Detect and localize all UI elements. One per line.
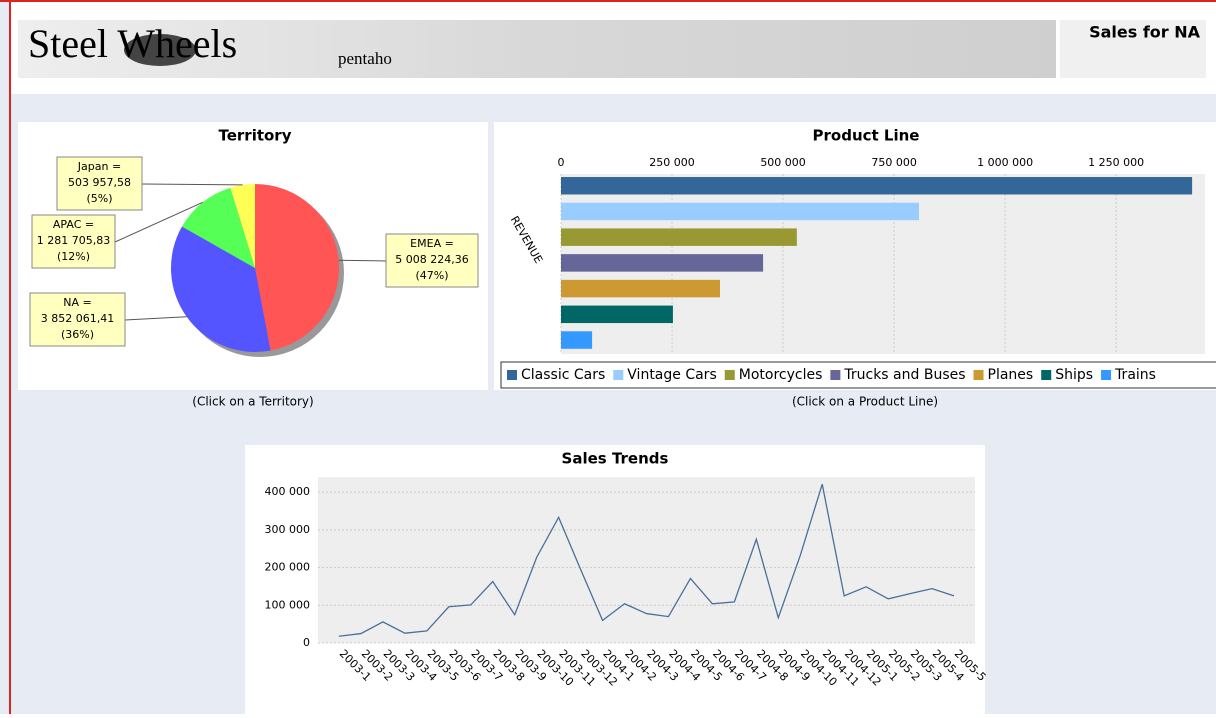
legend-label[interactable]: Trains: [1114, 367, 1156, 383]
bar[interactable]: [561, 331, 592, 348]
callout-percent: (47%): [415, 269, 448, 282]
callout-percent: (5%): [86, 192, 112, 205]
x-tick-label: 1 000 000: [977, 156, 1033, 169]
legend-swatch: [507, 370, 517, 380]
callout-value: 5 008 224,36: [395, 253, 468, 266]
bar[interactable]: [561, 254, 763, 271]
dashboard: Steel Wheels pentaho Sales for NA Territ…: [0, 0, 1216, 714]
note: (Click on a Product Line): [792, 395, 938, 409]
chart-title: Product Line: [813, 127, 920, 145]
y-tick-label: 300 000: [265, 523, 311, 536]
plot-area: [318, 477, 975, 643]
callout-value: 3 852 061,41: [41, 312, 114, 325]
logo: Steel Wheels: [28, 21, 237, 66]
legend-swatch: [725, 370, 735, 380]
legend-swatch: [1041, 370, 1051, 380]
legend-label[interactable]: Planes: [988, 367, 1034, 383]
legend-label[interactable]: Trucks and Buses: [843, 367, 965, 383]
legend-swatch: [1101, 370, 1111, 380]
legend-swatch: [974, 370, 984, 380]
callout-percent: (36%): [61, 328, 94, 341]
callout-name: Japan =: [77, 160, 121, 173]
x-tick-label: 1 250 000: [1088, 156, 1144, 169]
callout-value: 503 957,58: [68, 176, 131, 189]
legend-label[interactable]: Motorcycles: [739, 367, 823, 383]
y-tick-label: 400 000: [265, 485, 311, 498]
x-tick-label: 0: [558, 156, 565, 169]
legend-label[interactable]: Ships: [1055, 367, 1093, 383]
bar[interactable]: [561, 177, 1192, 194]
legend-swatch: [613, 370, 623, 380]
note: (Click on a Territory): [192, 395, 313, 409]
bar[interactable]: [561, 203, 919, 220]
page-title: Sales for NA: [1089, 23, 1201, 42]
y-tick-label: 0: [303, 636, 310, 649]
bar[interactable]: [561, 228, 797, 245]
y-tick-label: 200 000: [265, 561, 311, 574]
bar[interactable]: [561, 280, 720, 297]
callout-name: NA =: [63, 296, 91, 309]
callout-value: 1 281 705,83: [37, 234, 110, 247]
legend-label[interactable]: Vintage Cars: [627, 367, 716, 383]
bar[interactable]: [561, 306, 673, 323]
callout-name: EMEA =: [410, 237, 454, 250]
y-tick-label: 100 000: [265, 598, 311, 611]
page: Steel Wheels pentaho Sales for NA Territ…: [0, 0, 1216, 714]
chart-title: Sales Trends: [562, 450, 669, 468]
x-tick-label: 750 000: [871, 156, 917, 169]
x-tick-label: 500 000: [760, 156, 806, 169]
legend-label[interactable]: Classic Cars: [521, 367, 605, 383]
legend-swatch: [830, 370, 840, 380]
callout-name: APAC =: [53, 218, 94, 231]
chart-title: Territory: [218, 127, 291, 145]
callout-percent: (12%): [57, 250, 90, 263]
x-tick-label: 250 000: [649, 156, 695, 169]
brand: pentaho: [338, 49, 392, 68]
